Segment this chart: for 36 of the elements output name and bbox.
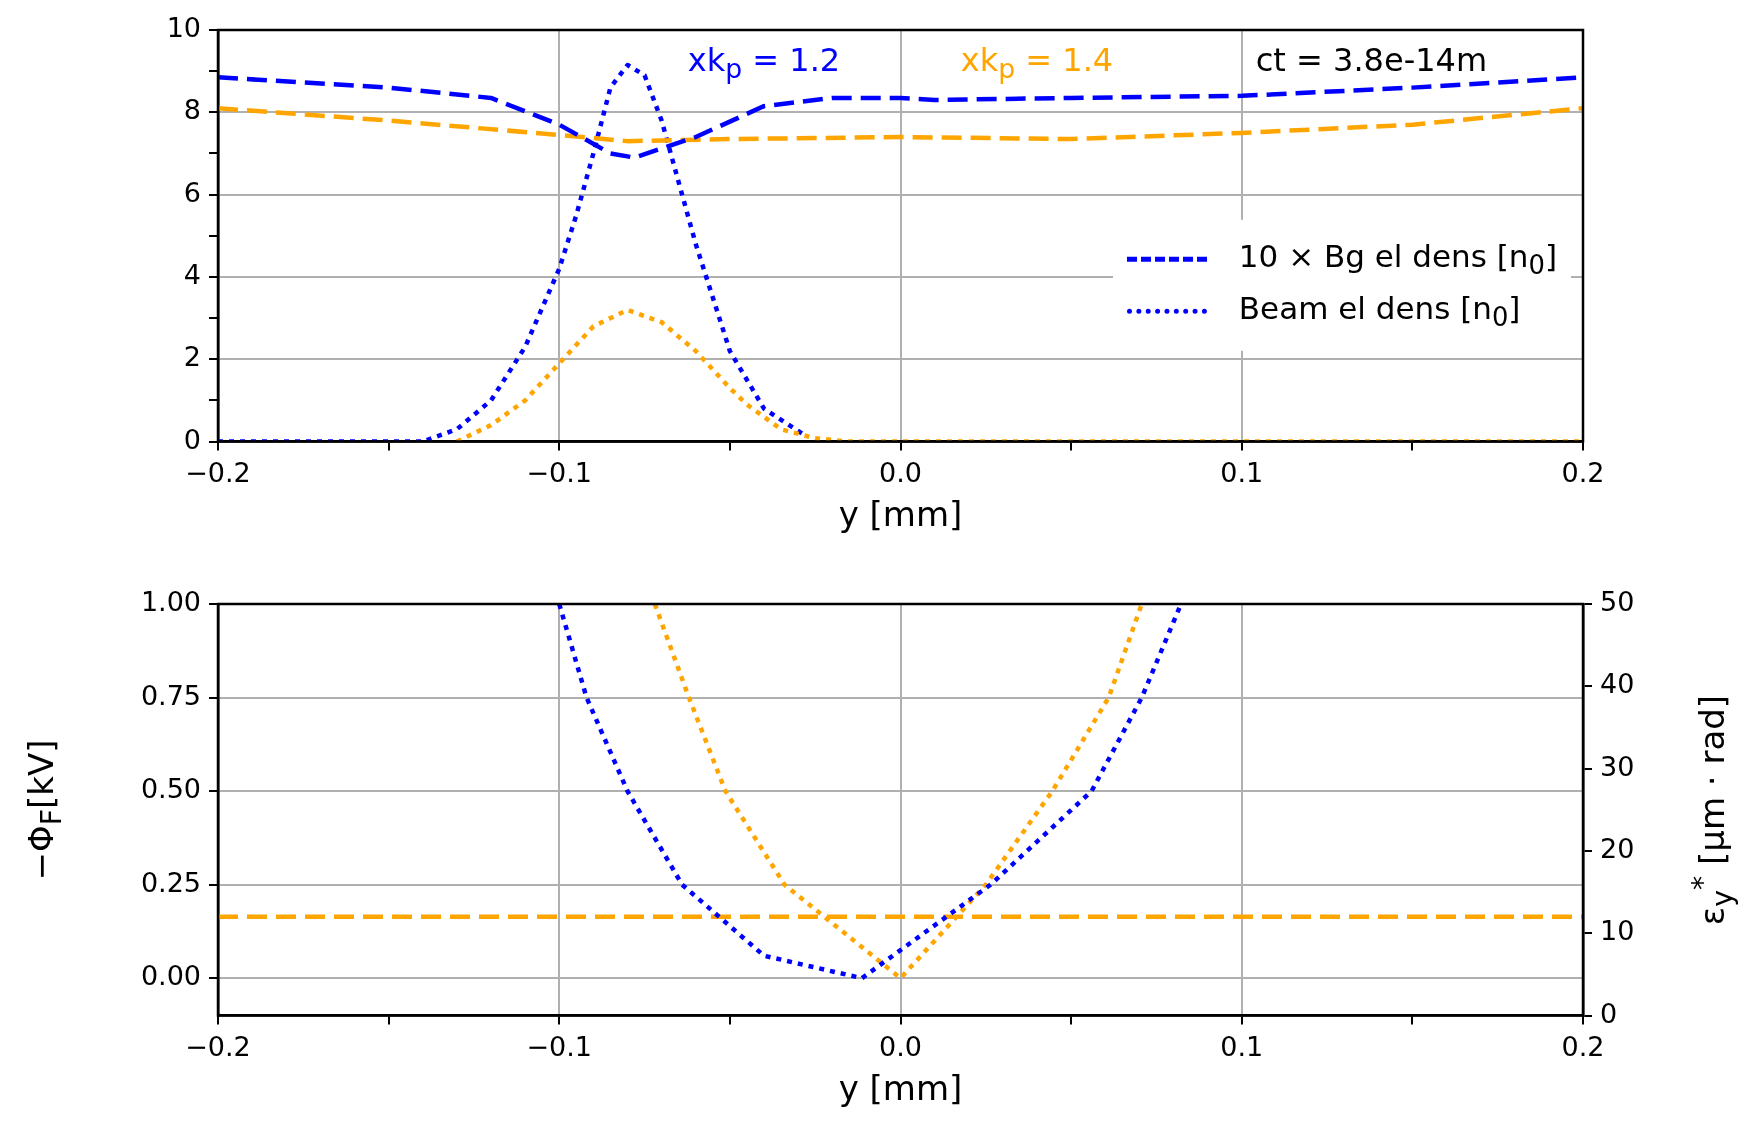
x-tick-label: 0.1 — [1220, 456, 1264, 488]
x-tick-label: 0.1 — [1220, 1030, 1264, 1062]
x-tick-label: 0.0 — [879, 1030, 922, 1062]
legend-label: Beam el dens [n$_{0}$] — [1238, 290, 1521, 333]
y-tick-label: 0.00 — [140, 960, 201, 992]
x-tick-label: 0.2 — [1561, 1030, 1605, 1062]
y-tick-label: 10 — [166, 12, 201, 44]
x-tick-label: −0.1 — [526, 456, 593, 488]
y-tick-label: 8 — [183, 94, 201, 126]
y2-tick-label: 30 — [1600, 750, 1635, 782]
legend-label: 10 × Bg el dens [n$_{0}$] — [1238, 238, 1557, 281]
y-tick-label: 4 — [183, 258, 201, 290]
y-tick-label: 0.50 — [140, 773, 201, 805]
x-tick-label: −0.2 — [185, 456, 251, 488]
y-tick-label: 0 — [183, 423, 201, 455]
x-tick-label: −0.1 — [526, 1030, 593, 1062]
y-tick-label: 1.00 — [140, 586, 201, 618]
x-axis-title: y [mm] — [838, 493, 963, 534]
y-tick-label: 0.25 — [140, 866, 201, 898]
x-tick-label: 0.0 — [879, 456, 922, 488]
annotation: xk$_{p}$ = 1.2 — [687, 41, 841, 85]
y2-tick-label: 20 — [1600, 832, 1635, 864]
line-series — [218, 105, 1583, 144]
y-tick-label: 2 — [183, 341, 201, 373]
x-axis-title: y [mm] — [838, 1067, 963, 1108]
y-tick-label: 6 — [183, 176, 201, 208]
x-tick-label: 0.2 — [1561, 456, 1605, 488]
y2-tick-label: 0 — [1600, 997, 1618, 1029]
annotation: ct = 3.8e-14m — [1255, 41, 1488, 79]
y-tick-label: 0.75 — [140, 679, 201, 711]
annotation: xk$_{p}$ = 1.4 — [960, 41, 1114, 85]
y2-tick-label: 40 — [1600, 668, 1635, 700]
y2-tick-label: 50 — [1600, 586, 1635, 618]
line-series — [557, 604, 1184, 981]
y2-tick-label: 10 — [1600, 915, 1635, 947]
x-tick-label: −0.2 — [185, 1030, 251, 1062]
